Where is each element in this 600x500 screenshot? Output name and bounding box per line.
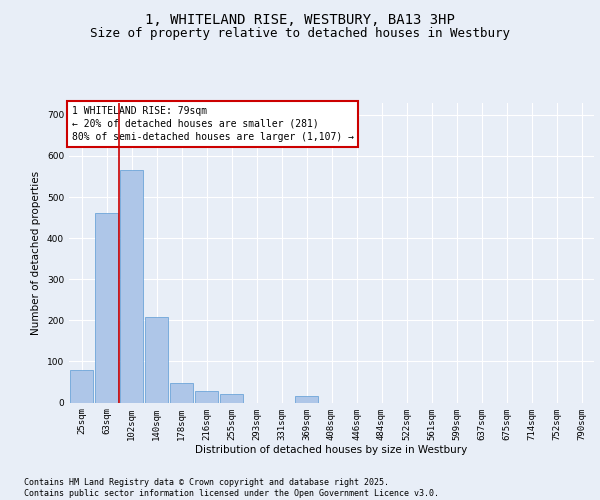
Bar xyxy=(95,214,118,402)
Y-axis label: Number of detached properties: Number of detached properties xyxy=(31,170,41,334)
Bar xyxy=(220,394,244,402)
Bar xyxy=(295,396,319,402)
Bar xyxy=(170,383,193,402)
Bar xyxy=(119,170,143,402)
X-axis label: Distribution of detached houses by size in Westbury: Distribution of detached houses by size … xyxy=(196,445,467,455)
Text: 1, WHITELAND RISE, WESTBURY, BA13 3HP: 1, WHITELAND RISE, WESTBURY, BA13 3HP xyxy=(145,12,455,26)
Bar xyxy=(70,370,94,402)
Text: 1 WHITELAND RISE: 79sqm
← 20% of detached houses are smaller (281)
80% of semi-d: 1 WHITELAND RISE: 79sqm ← 20% of detache… xyxy=(71,106,353,142)
Bar xyxy=(194,392,218,402)
Bar xyxy=(145,318,169,402)
Text: Contains HM Land Registry data © Crown copyright and database right 2025.
Contai: Contains HM Land Registry data © Crown c… xyxy=(24,478,439,498)
Text: Size of property relative to detached houses in Westbury: Size of property relative to detached ho… xyxy=(90,28,510,40)
